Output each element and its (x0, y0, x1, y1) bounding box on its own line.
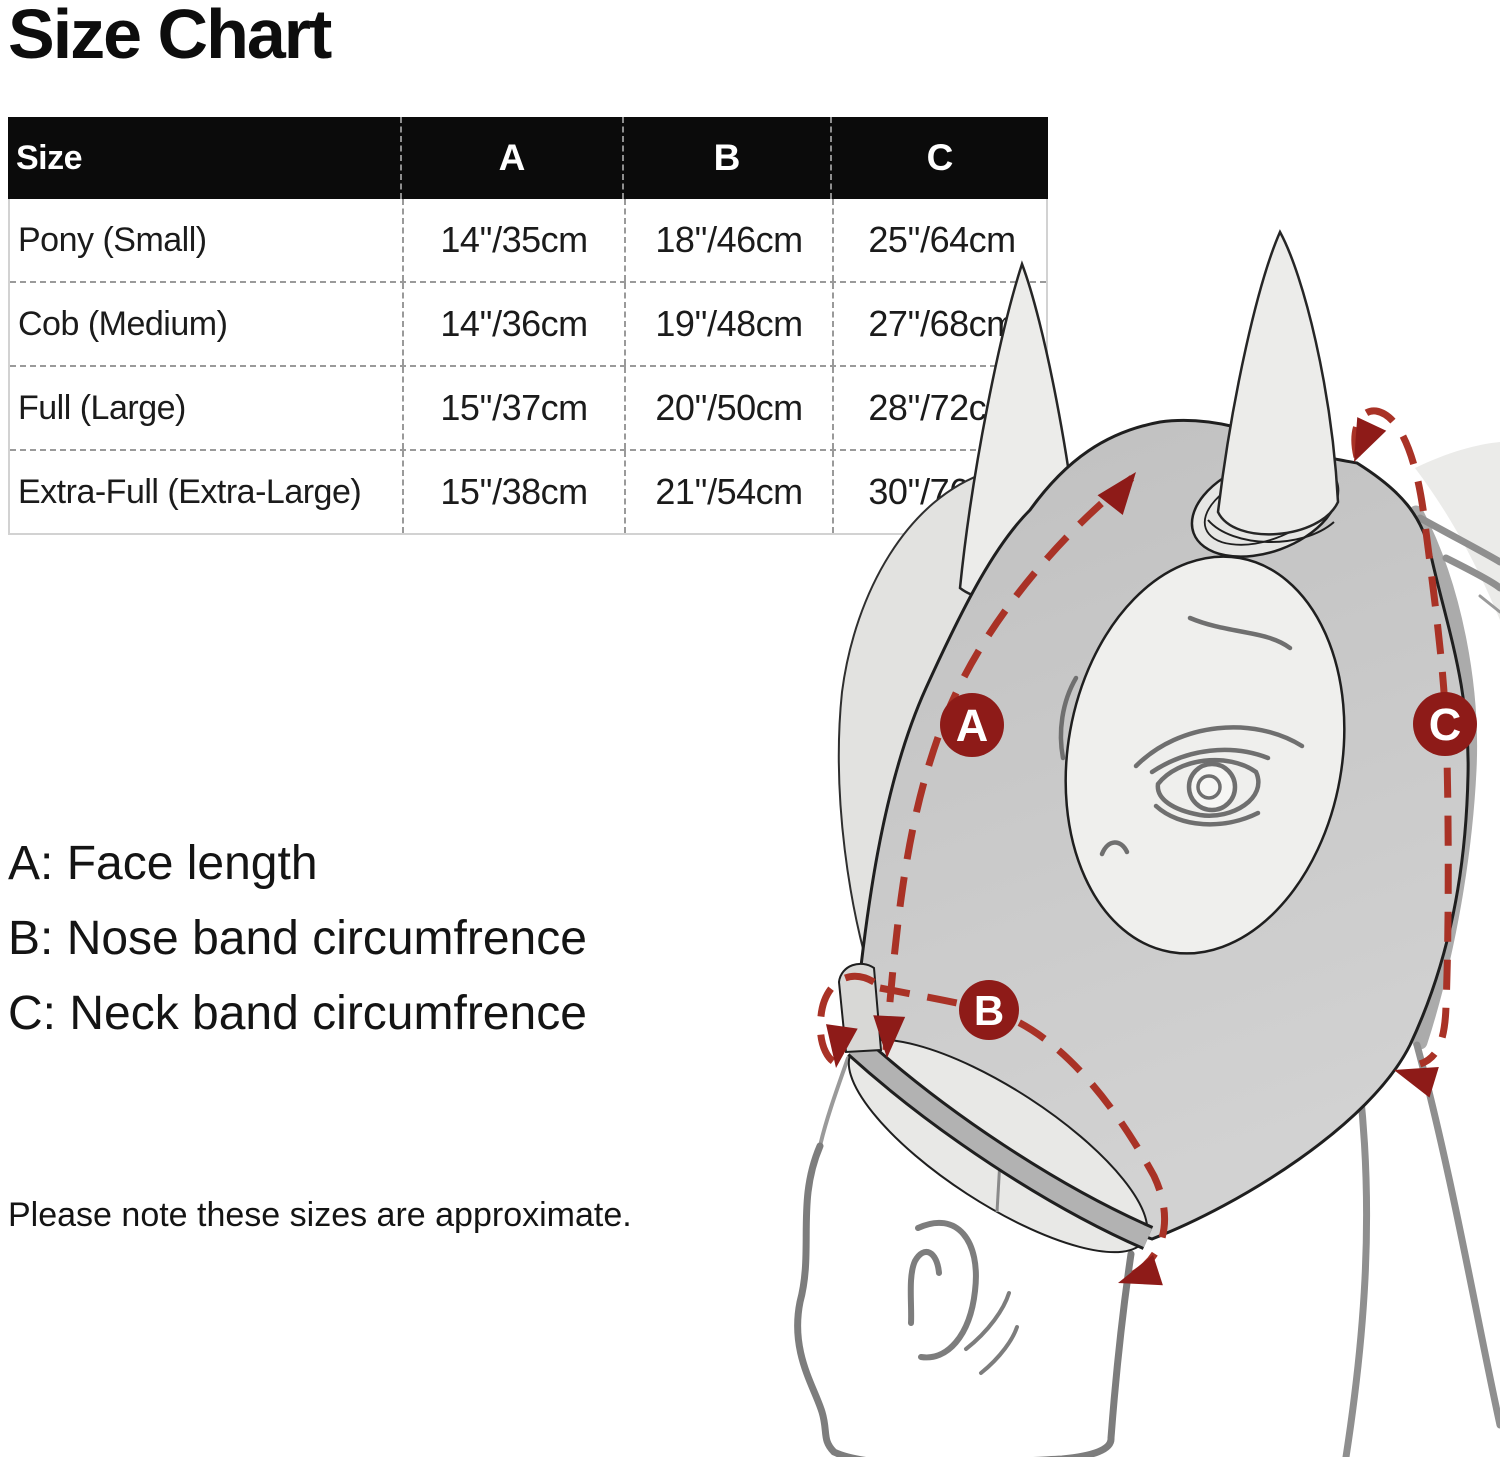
halter-line (818, 1056, 850, 1148)
table-row: Extra-Full (Extra-Large) 15''/38cm 21''/… (10, 449, 1046, 533)
pupil (1196, 774, 1222, 800)
horse-fly-mask-diagram: A B C (794, 229, 1500, 1457)
eye-sketch (1058, 615, 1305, 857)
page-title: Size Chart (8, 0, 332, 73)
neck-fill (1415, 442, 1500, 620)
row-label: Extra-Full (Extra-Large) (18, 472, 362, 511)
cell-a: 14''/36cm (402, 283, 624, 365)
muzzle-outline (794, 1142, 1135, 1457)
arrow-b-end (1118, 1254, 1163, 1286)
legend-line-b: B: Nose band circumfrence (8, 912, 587, 965)
header-a: A (400, 117, 622, 199)
nostril-inner (907, 1249, 942, 1326)
cell-b: 19''/48cm (624, 283, 832, 365)
nostril-outer (915, 1219, 979, 1361)
right-ear (1216, 229, 1340, 536)
measurement-arrows (826, 417, 1439, 1286)
mane-stroke (1478, 594, 1500, 614)
mane-stroke (1416, 514, 1500, 566)
brow-line (1187, 615, 1293, 651)
header-b: B (622, 117, 830, 199)
table-row: Cob (Medium) 14''/36cm 19''/48cm 27''/68… (10, 281, 1046, 365)
eye-panel (1058, 555, 1346, 955)
badge-a-label: A (956, 700, 989, 751)
arrow-b-loop (826, 1024, 858, 1068)
face-mark (1099, 840, 1130, 857)
cell-a: 15''/38cm (402, 451, 624, 533)
arrow-c-bottom (1394, 1066, 1439, 1098)
badge-c-circle (1413, 692, 1477, 756)
measure-b-loop (816, 973, 876, 1065)
header-c: C (830, 117, 1048, 199)
cell-b: 21''/54cm (624, 451, 832, 533)
badge-a-circle (940, 693, 1004, 757)
mane-stroke (1442, 554, 1500, 592)
table-row: Pony (Small) 14''/35cm 18''/46cm 25''/64… (10, 199, 1046, 281)
measurement-badges: A B C (940, 692, 1477, 1040)
eye-opening (1064, 555, 1346, 955)
row-label: Cob (Medium) (18, 304, 228, 343)
muzzle-accent (979, 1325, 1019, 1375)
cheek-line (1058, 675, 1079, 761)
upper-lid (1133, 725, 1305, 769)
arrow-c-top (1354, 417, 1387, 462)
table-body: Pony (Small) 14''/35cm 18''/46cm 25''/64… (8, 199, 1048, 535)
muzzle-sketch (794, 1056, 1135, 1457)
sleeve-front-rim (1207, 519, 1335, 543)
badge-c-label: C (1429, 699, 1462, 750)
cell-a: 14''/35cm (402, 199, 624, 281)
measure-b-line (879, 984, 1169, 1282)
arrow-a-bottom (873, 1015, 906, 1058)
table-header-row: Size A B C (8, 117, 1048, 199)
iris (1186, 761, 1238, 813)
approximate-note: Please note these sizes are approximate. (8, 1196, 632, 1234)
cell-c: 25''/64cm (832, 199, 1050, 281)
lower-lid (1153, 803, 1261, 827)
badge-b-label: B (974, 987, 1004, 1034)
cell-c: 27''/68cm (832, 283, 1050, 365)
legend-line-c: C: Neck band circumfrence (8, 987, 587, 1040)
eye-outline (1155, 757, 1261, 818)
row-label: Full (Large) (18, 388, 186, 427)
cell-b: 18''/46cm (624, 199, 832, 281)
size-table: Size A B C Pony (Small) 14''/35cm 18''/4… (8, 117, 1048, 535)
badge-b-circle (959, 980, 1019, 1040)
neck-line (1342, 1086, 1371, 1457)
arrow-a-top (1097, 472, 1136, 515)
nose-band-area (837, 962, 1154, 1254)
nose-band (849, 1038, 1153, 1248)
legend-line-a: A: Face length (8, 837, 318, 890)
muzzle-accent (964, 1291, 1011, 1351)
upper-lid-inner (1149, 747, 1271, 775)
header-size: Size (16, 138, 83, 177)
neck-line (1413, 1041, 1500, 1429)
cell-b: 20''/50cm (624, 367, 832, 449)
cell-a: 15''/37cm (402, 367, 624, 449)
measure-c-line (1351, 407, 1452, 1068)
row-label: Pony (Small) (18, 220, 207, 259)
measurement-legend: A: Face length B: Nose band circumfrence… (8, 826, 587, 1051)
